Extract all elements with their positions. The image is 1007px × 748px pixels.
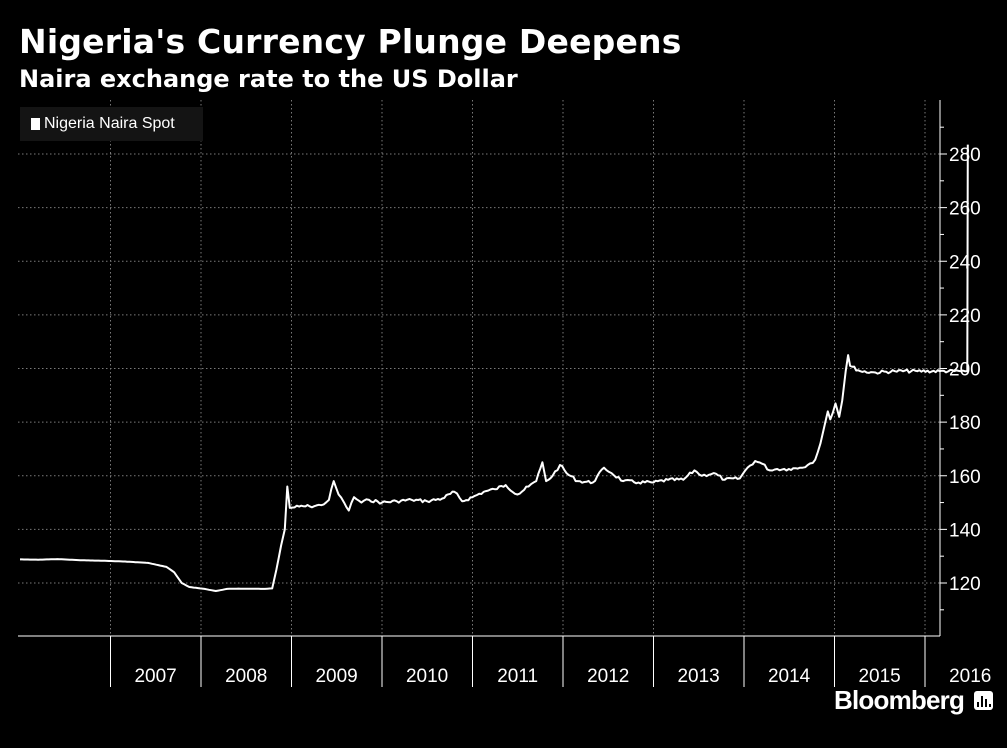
y-tick-label-240: 240: [949, 252, 981, 273]
y-tick-label-180: 180: [949, 413, 981, 434]
y-tick-label-220: 220: [949, 306, 981, 327]
legend-swatch: [31, 118, 40, 130]
x-tick-label-2007: 2007: [134, 666, 176, 687]
series-layer: [20, 144, 969, 592]
x-tick-label-2013: 2013: [677, 666, 719, 687]
tick-labels: 120 140 160 180 200 220 240 260 280 2007 2008 2009 2…: [134, 145, 991, 687]
y-tick-label-120: 120: [949, 574, 981, 595]
y-tick-label-200: 200: [949, 360, 981, 381]
legend-label: Nigeria Naira Spot: [44, 115, 175, 132]
x-tick-label-2009: 2009: [315, 666, 357, 687]
bloomberg-logo: Bloomberg: [834, 685, 994, 716]
x-tick-label-2016: 2016: [949, 666, 991, 687]
x-tick-label-2011: 2011: [497, 666, 538, 687]
y-tick-label-140: 140: [949, 520, 981, 541]
chart-title: Nigeria's Currency Plunge Deepens: [19, 22, 682, 61]
chart-subtitle: Naira exchange rate to the US Dollar: [19, 65, 518, 93]
x-tick-label-2014: 2014: [768, 666, 811, 687]
y-tick-label-260: 260: [949, 199, 981, 220]
y-tick-label-280: 280: [949, 145, 981, 166]
x-tick-label-2008: 2008: [225, 666, 267, 687]
bloomberg-chart-icon: [974, 691, 994, 710]
x-tick-label-2015: 2015: [858, 666, 900, 687]
legend: Nigeria Naira Spot: [20, 107, 203, 141]
axes: [18, 100, 947, 687]
gridlines: [18, 100, 940, 636]
x-tick-label-2010: 2010: [406, 666, 448, 687]
series-line-0: [20, 144, 969, 592]
y-tick-label-160: 160: [949, 467, 981, 488]
x-tick-label-2012: 2012: [587, 666, 629, 687]
